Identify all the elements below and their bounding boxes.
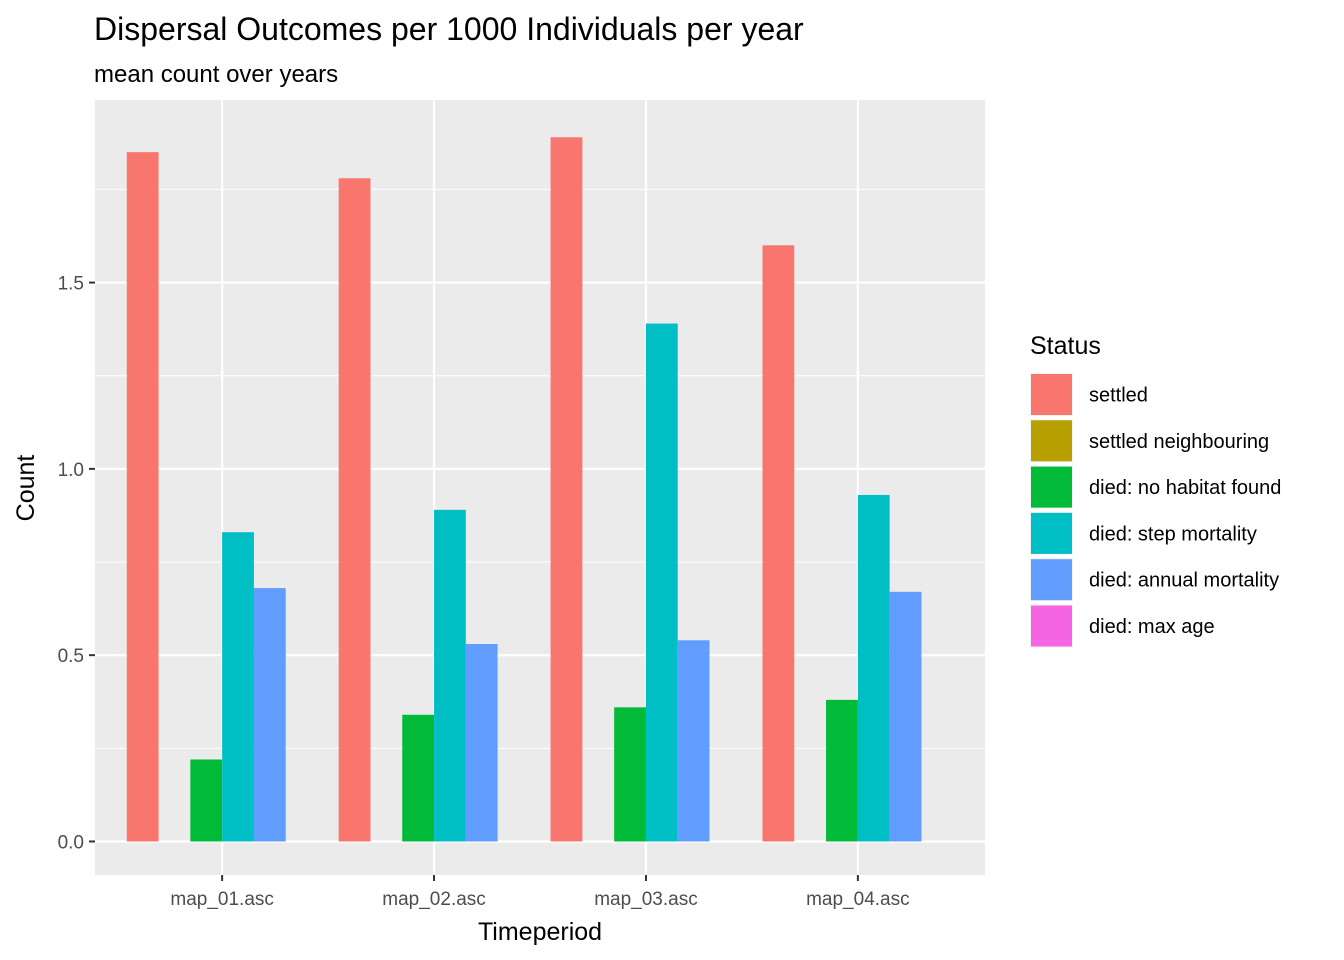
bar [645,323,678,842]
x-axis: map_01.asc map_02.asc map_03.asc map_04.asc [170,875,910,910]
y-tick-label: 0.0 [58,832,84,853]
x-tick-label: map_03.asc [594,889,698,910]
legend-swatch [1031,559,1072,601]
bar [338,178,371,842]
legend-label: settled neighbouring [1089,431,1269,453]
legend-label: died: max age [1089,616,1215,638]
x-tick-label: map_04.asc [806,889,910,910]
bar [857,494,890,842]
y-axis: 0.0 0.5 1.0 1.5 [58,274,95,853]
bar [190,759,223,842]
bars [126,137,922,842]
bar [889,591,922,842]
legend-swatch [1031,466,1072,508]
x-tick-label: map_02.asc [382,889,486,910]
bar [826,699,858,842]
bar [126,152,159,842]
y-tick-label: 1.0 [58,460,84,481]
bar [762,245,795,842]
legend-label: died: annual mortality [1089,570,1279,592]
bar [677,640,710,842]
bar [253,588,286,842]
x-tick-label: map_01.asc [170,889,274,910]
legend-swatch [1031,374,1072,415]
legend-swatch [1031,605,1072,647]
legend-label: died: step mortality [1089,523,1257,545]
bar [465,643,498,842]
chart-subtitle: mean count over years [94,61,338,88]
y-axis-title: Count [12,455,40,522]
legend: Status settled settled neighbouring died: … [1030,332,1281,648]
bar [614,707,646,842]
x-axis-title: Timeperiod [478,918,602,946]
bar [222,532,254,842]
legend-label: died: no habitat found [1089,477,1281,499]
bar [550,137,583,842]
y-tick-label: 1.5 [58,274,84,295]
bar [402,714,435,842]
y-tick-label: 0.5 [58,646,84,667]
legend-swatch [1031,512,1072,554]
chart-title: Dispersal Outcomes per 1000 Individuals … [94,11,804,47]
legend-label: settled [1089,385,1148,407]
legend-title: Status [1030,332,1101,360]
legend-swatch [1031,420,1072,462]
bar [434,509,466,842]
